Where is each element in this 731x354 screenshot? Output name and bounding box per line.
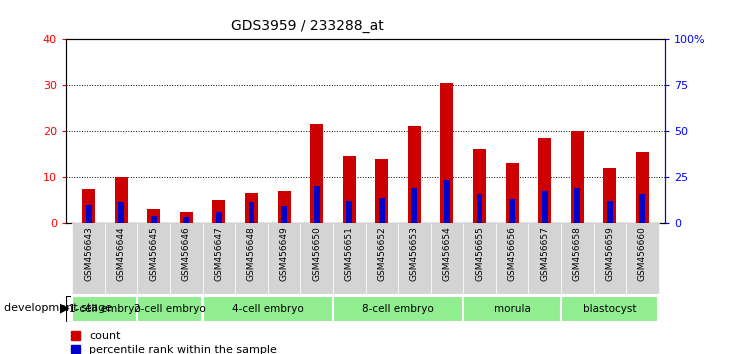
Bar bbox=[408, 126, 421, 223]
Bar bbox=[412, 188, 417, 223]
Bar bbox=[542, 191, 548, 223]
Bar bbox=[151, 216, 156, 223]
Bar bbox=[147, 209, 160, 223]
Text: GSM456650: GSM456650 bbox=[312, 227, 321, 281]
Bar bbox=[72, 296, 137, 321]
Text: 2-cell embryo: 2-cell embryo bbox=[135, 304, 206, 314]
Bar bbox=[72, 223, 105, 294]
Bar bbox=[640, 194, 645, 223]
Bar bbox=[202, 223, 235, 294]
Text: GSM456659: GSM456659 bbox=[605, 227, 614, 281]
Bar bbox=[477, 194, 482, 223]
Bar bbox=[626, 223, 659, 294]
Bar bbox=[281, 206, 287, 223]
Bar bbox=[170, 223, 202, 294]
Bar bbox=[86, 205, 91, 223]
Bar bbox=[333, 296, 463, 321]
Text: GDS3959 / 233288_at: GDS3959 / 233288_at bbox=[231, 19, 383, 34]
Bar bbox=[431, 223, 463, 294]
Bar bbox=[310, 124, 323, 223]
Bar bbox=[398, 223, 431, 294]
Bar bbox=[463, 223, 496, 294]
Bar bbox=[603, 168, 616, 223]
Text: 1-cell embryo: 1-cell embryo bbox=[69, 304, 141, 314]
Bar bbox=[441, 82, 453, 223]
Text: GSM456654: GSM456654 bbox=[442, 227, 452, 281]
Bar bbox=[379, 198, 385, 223]
Bar bbox=[333, 223, 366, 294]
Legend: count, percentile rank within the sample: count, percentile rank within the sample bbox=[72, 331, 277, 354]
Text: GSM456652: GSM456652 bbox=[377, 227, 386, 281]
Bar bbox=[216, 212, 221, 223]
Text: GSM456653: GSM456653 bbox=[410, 227, 419, 281]
Bar bbox=[561, 223, 594, 294]
Text: GSM456647: GSM456647 bbox=[214, 227, 224, 281]
Text: GSM456657: GSM456657 bbox=[540, 227, 549, 281]
Bar bbox=[115, 177, 128, 223]
Bar bbox=[607, 201, 613, 223]
Text: development stage: development stage bbox=[4, 303, 112, 313]
Text: morula: morula bbox=[493, 304, 531, 314]
Bar bbox=[213, 200, 225, 223]
Text: GSM456651: GSM456651 bbox=[345, 227, 354, 281]
Text: GSM456658: GSM456658 bbox=[573, 227, 582, 281]
Bar bbox=[235, 223, 268, 294]
Text: GSM456648: GSM456648 bbox=[247, 227, 256, 281]
Bar bbox=[82, 188, 95, 223]
Bar bbox=[183, 217, 189, 223]
Bar bbox=[137, 223, 170, 294]
Bar bbox=[496, 223, 529, 294]
Text: GSM456660: GSM456660 bbox=[638, 227, 647, 281]
Bar bbox=[278, 191, 291, 223]
Bar bbox=[180, 212, 193, 223]
Bar bbox=[538, 138, 551, 223]
Bar bbox=[249, 202, 254, 223]
Bar bbox=[444, 180, 450, 223]
Bar bbox=[118, 202, 124, 223]
Bar bbox=[268, 223, 300, 294]
Bar bbox=[343, 156, 356, 223]
Bar bbox=[463, 296, 561, 321]
Bar bbox=[506, 163, 518, 223]
Bar bbox=[510, 199, 515, 223]
Text: 4-cell embryo: 4-cell embryo bbox=[232, 304, 303, 314]
Text: blastocyst: blastocyst bbox=[583, 304, 637, 314]
Text: GSM456643: GSM456643 bbox=[84, 227, 93, 281]
Bar bbox=[575, 188, 580, 223]
Bar bbox=[594, 223, 626, 294]
Text: 8-cell embryo: 8-cell embryo bbox=[362, 304, 434, 314]
Text: GSM456656: GSM456656 bbox=[507, 227, 517, 281]
Bar bbox=[571, 131, 584, 223]
Bar bbox=[137, 296, 202, 321]
Bar bbox=[202, 296, 333, 321]
Text: GSM456645: GSM456645 bbox=[149, 227, 158, 281]
Text: GSM456649: GSM456649 bbox=[279, 227, 289, 281]
Bar bbox=[314, 186, 319, 223]
Bar bbox=[346, 201, 352, 223]
Bar bbox=[105, 223, 137, 294]
Bar bbox=[245, 193, 258, 223]
Bar bbox=[636, 152, 649, 223]
Text: ▶: ▶ bbox=[60, 302, 69, 314]
Bar bbox=[561, 296, 659, 321]
Text: GSM456655: GSM456655 bbox=[475, 227, 484, 281]
Bar bbox=[375, 159, 388, 223]
Bar bbox=[529, 223, 561, 294]
Text: GSM456644: GSM456644 bbox=[117, 227, 126, 281]
Text: GSM456646: GSM456646 bbox=[182, 227, 191, 281]
Bar bbox=[300, 223, 333, 294]
Bar bbox=[473, 149, 486, 223]
Bar bbox=[366, 223, 398, 294]
